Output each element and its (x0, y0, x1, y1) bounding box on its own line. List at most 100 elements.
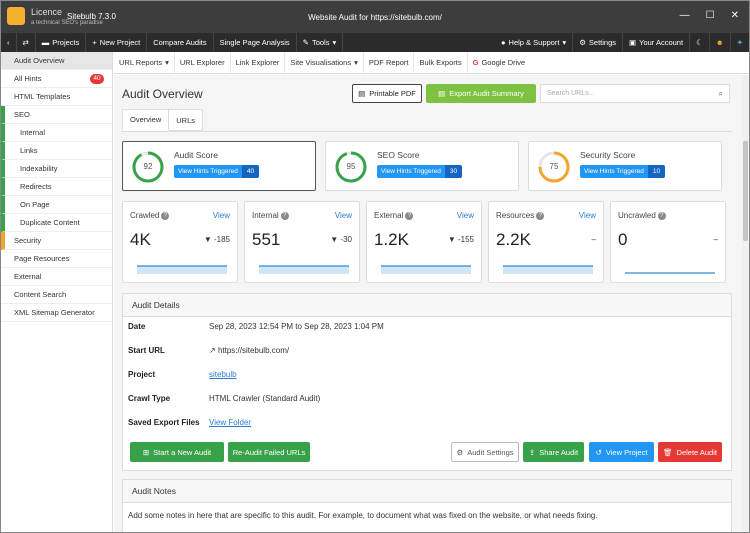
your-account-menu[interactable]: ▣ Your Account (623, 33, 691, 52)
stat-name: Resources? (496, 211, 545, 220)
sidebar-item-on-page[interactable]: On Page (1, 196, 112, 214)
url-explorer-label: URL Explorer (179, 58, 225, 67)
help-icon[interactable]: ? (161, 211, 170, 220)
detail-row-crawl-type: Crawl Type HTML Crawler (Standard Audit) (123, 394, 731, 410)
help-icon[interactable]: ? (536, 211, 545, 220)
project-link[interactable]: sitebulb (209, 370, 237, 379)
projects-menu[interactable]: ▬ Projects (36, 33, 87, 52)
start-url-text: https://sitebulb.com/ (217, 346, 290, 355)
view-hints-button[interactable]: View Hints Triggered 30 (377, 165, 463, 178)
sidebar-item-label: Duplicate Content (20, 218, 80, 227)
feedback-button[interactable]: ☻ (710, 33, 731, 52)
audit-score-card[interactable]: 92 Audit Score View Hints Triggered 40 (122, 141, 316, 191)
external-link-icon[interactable]: ↗ (209, 346, 216, 355)
stat-view-link[interactable]: View (578, 211, 596, 220)
sidebar-item-redirects[interactable]: Redirects (1, 178, 112, 196)
help-icon[interactable]: ? (280, 211, 289, 220)
sidebar-item-audit-overview[interactable]: Audit Overview (1, 52, 112, 70)
stat-view-link[interactable]: View (456, 211, 474, 220)
button-label: Delete Audit (676, 447, 717, 457)
sidebar-item-page-resources[interactable]: Page Resources (1, 250, 112, 268)
sidebar: Audit Overview All Hints 40 HTML Template… (1, 52, 113, 532)
caret-down-icon: ▾ (562, 38, 567, 47)
audit-settings-button[interactable]: ⚙ Audit Settings (451, 442, 519, 462)
stat-card-internal: Internal? View 551 ▼ -30 (244, 201, 360, 283)
stat-view-link[interactable]: View (212, 211, 230, 220)
export-summary-label: Export Audit Summary (449, 89, 524, 98)
close-icon[interactable]: ✕ (730, 10, 739, 21)
security-score-card[interactable]: 75 Security Score View Hints Triggered 10 (528, 141, 722, 191)
printable-pdf-button[interactable]: ▤ Printable PDF (352, 84, 422, 103)
new-project-menu[interactable]: + New Project (86, 33, 148, 52)
bulk-exports-label: Bulk Exports (419, 58, 462, 67)
sidebar-item-security[interactable]: Security (1, 232, 112, 250)
swap-button[interactable]: ⇄ (17, 33, 36, 52)
search-urls-input[interactable]: Search URLs... ⌕ (540, 84, 730, 103)
sidebar-item-external[interactable]: External (1, 268, 112, 286)
sidebar-item-content-search[interactable]: Content Search (1, 286, 112, 304)
twitter-button[interactable]: ✦ (731, 33, 749, 52)
maximize-icon[interactable]: ☐ (705, 10, 715, 21)
view-hints-button[interactable]: View Hints Triggered 40 (174, 165, 260, 178)
minimize-icon[interactable]: — (679, 10, 690, 21)
url-reports-menu[interactable]: URL Reports ▾ (114, 51, 175, 74)
sidebar-item-label: Indexability (20, 164, 58, 173)
dark-mode-toggle[interactable]: ☾ (690, 33, 710, 52)
tools-menu[interactable]: ✎ Tools ▾ (297, 33, 344, 52)
pdf-report-link[interactable]: PDF Report (364, 51, 415, 74)
export-audit-summary-button[interactable]: ▤ Export Audit Summary (426, 84, 536, 103)
sidebar-item-indexability[interactable]: Indexability (1, 160, 112, 178)
file-icon: ▤ (358, 89, 366, 98)
twitter-icon: ✦ (736, 38, 743, 47)
sidebar-item-seo[interactable]: SEO (1, 106, 112, 124)
help-support-menu[interactable]: ● Help & Support ▾ (495, 33, 574, 52)
start-new-audit-button[interactable]: ⊞ Start a New Audit (130, 442, 224, 462)
license-label[interactable]: Licence (31, 7, 63, 17)
seo-score-card[interactable]: 95 SEO Score View Hints Triggered 30 (325, 141, 519, 191)
stat-value: 4K (130, 230, 151, 249)
security-score-value: 75 (549, 162, 559, 171)
main-scrollbar[interactable] (742, 75, 749, 532)
tab-urls[interactable]: URLs (169, 109, 204, 131)
sidebar-item-html-templates[interactable]: HTML Templates (1, 88, 112, 106)
scrollbar-thumb[interactable] (743, 141, 748, 241)
audit-notes-text[interactable]: Add some notes in here that are specific… (128, 511, 598, 520)
sparkline (625, 272, 715, 274)
compare-audits-label: Compare Audits (153, 38, 207, 47)
tab-overview[interactable]: Overview (122, 109, 170, 131)
button-label: Start a New Audit (153, 447, 212, 457)
google-drive-link[interactable]: G Google Drive (468, 52, 531, 74)
help-icon[interactable]: ? (657, 211, 666, 220)
single-page-analysis-menu[interactable]: Single Page Analysis (214, 33, 297, 52)
view-project-button[interactable]: ↺ View Project (589, 442, 654, 462)
hints-count: 10 (647, 165, 666, 178)
sidebar-item-internal[interactable]: Internal (1, 124, 112, 142)
share-audit-button[interactable]: ⇪ Share Audit (523, 442, 584, 462)
help-icon[interactable]: ? (405, 211, 414, 220)
link-explorer-link[interactable]: Link Explorer (231, 51, 286, 74)
ring-progress (538, 151, 570, 183)
account-icon: ▣ (629, 38, 637, 47)
button-label: Audit Settings (467, 447, 514, 457)
sidebar-item-all-hints[interactable]: All Hints 40 (1, 70, 112, 88)
delete-audit-button[interactable]: 🗑 Delete Audit (658, 442, 722, 462)
url-explorer-link[interactable]: URL Explorer (175, 51, 231, 74)
settings-menu[interactable]: ⚙ Settings (573, 33, 624, 52)
stat-label: External (374, 211, 404, 220)
back-button[interactable]: ‹ (1, 33, 17, 52)
reaudit-failed-urls-button[interactable]: Re-Audit Failed URLs (228, 442, 310, 462)
view-folder-link[interactable]: View Folder (209, 418, 252, 427)
google-icon: G (472, 58, 479, 67)
compare-audits-menu[interactable]: Compare Audits (147, 33, 214, 52)
stat-label: Internal (252, 211, 279, 220)
tools-label: Tools (311, 38, 330, 47)
detail-row-saved-export: Saved Export Files View Folder (123, 418, 731, 434)
view-hints-button[interactable]: View Hints Triggered 10 (580, 165, 666, 178)
stat-view-link[interactable]: View (334, 211, 352, 220)
sidebar-item-links[interactable]: Links (1, 142, 112, 160)
main-content: Audit Overview ▤ Printable PDF ▤ Export Au… (114, 75, 742, 532)
bulk-exports-link[interactable]: Bulk Exports (414, 51, 468, 74)
sidebar-item-xml-sitemap-generator[interactable]: XML Sitemap Generator (1, 304, 112, 322)
site-visualisations-menu[interactable]: Site Visualisations ▾ (285, 51, 364, 74)
sidebar-item-duplicate-content[interactable]: Duplicate Content (1, 214, 112, 232)
